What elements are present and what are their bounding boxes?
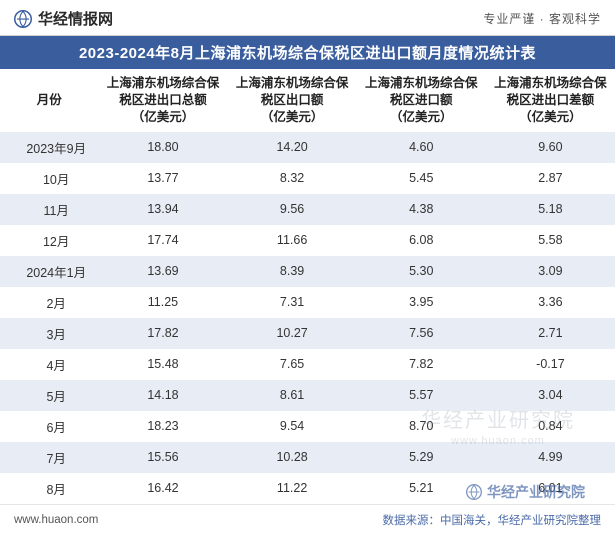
page-title: 2023-2024年8月上海浦东机场综合保税区进出口额月度情况统计表 xyxy=(0,36,615,69)
cell-import: 4.60 xyxy=(357,132,486,163)
cell-diff: 6.01 xyxy=(486,473,615,504)
cell-diff: 3.04 xyxy=(486,380,615,411)
data-table: 月份 上海浦东机场综合保税区进出口总额（亿美元） 上海浦东机场综合保税区出口额（… xyxy=(0,69,615,504)
table-row: 2月11.257.313.953.36 xyxy=(0,287,615,318)
table-row: 10月13.778.325.452.87 xyxy=(0,163,615,194)
cell-month: 8月 xyxy=(0,473,98,504)
cell-import: 7.82 xyxy=(357,349,486,380)
cell-diff: 5.58 xyxy=(486,225,615,256)
cell-export: 11.66 xyxy=(228,225,357,256)
cell-export: 9.56 xyxy=(228,194,357,225)
cell-total: 14.18 xyxy=(98,380,227,411)
table-row: 11月13.949.564.385.18 xyxy=(0,194,615,225)
cell-month: 3月 xyxy=(0,318,98,349)
cell-import: 5.45 xyxy=(357,163,486,194)
table-row: 5月14.188.615.573.04 xyxy=(0,380,615,411)
table-row: 3月17.8210.277.562.71 xyxy=(0,318,615,349)
cell-total: 13.94 xyxy=(98,194,227,225)
cell-import: 8.70 xyxy=(357,411,486,442)
cell-export: 7.65 xyxy=(228,349,357,380)
table-row: 6月18.239.548.700.84 xyxy=(0,411,615,442)
table-header-row: 月份 上海浦东机场综合保税区进出口总额（亿美元） 上海浦东机场综合保税区出口额（… xyxy=(0,69,615,132)
cell-total: 18.23 xyxy=(98,411,227,442)
brand-logo-icon xyxy=(14,10,32,28)
cell-import: 5.57 xyxy=(357,380,486,411)
table-row: 7月15.5610.285.294.99 xyxy=(0,442,615,473)
table-row: 2023年9月18.8014.204.609.60 xyxy=(0,132,615,163)
cell-total: 17.82 xyxy=(98,318,227,349)
cell-import: 6.08 xyxy=(357,225,486,256)
brand-text: 华经情报网 xyxy=(38,8,113,29)
cell-export: 8.61 xyxy=(228,380,357,411)
col-header-total: 上海浦东机场综合保税区进出口总额（亿美元） xyxy=(98,69,227,132)
cell-diff: 0.84 xyxy=(486,411,615,442)
cell-diff: 5.18 xyxy=(486,194,615,225)
col-header-import: 上海浦东机场综合保税区进口额（亿美元） xyxy=(357,69,486,132)
col-header-export: 上海浦东机场综合保税区出口额（亿美元） xyxy=(228,69,357,132)
footer-url: www.huaon.com xyxy=(14,514,98,526)
cell-month: 6月 xyxy=(0,411,98,442)
cell-month: 2023年9月 xyxy=(0,132,98,163)
cell-import: 5.30 xyxy=(357,256,486,287)
cell-diff: 9.60 xyxy=(486,132,615,163)
cell-diff: 3.09 xyxy=(486,256,615,287)
cell-total: 11.25 xyxy=(98,287,227,318)
cell-diff: 3.36 xyxy=(486,287,615,318)
cell-import: 3.95 xyxy=(357,287,486,318)
cell-month: 12月 xyxy=(0,225,98,256)
cell-total: 13.77 xyxy=(98,163,227,194)
slogan: 专业严谨 · 客观科学 xyxy=(483,10,601,27)
footer-bar: www.huaon.com 数据来源：中国海关，华经产业研究院整理 xyxy=(0,504,615,534)
cell-import: 4.38 xyxy=(357,194,486,225)
table-row: 4月15.487.657.82-0.17 xyxy=(0,349,615,380)
cell-diff: -0.17 xyxy=(486,349,615,380)
brand: 华经情报网 xyxy=(14,8,113,29)
cell-export: 8.39 xyxy=(228,256,357,287)
cell-diff: 4.99 xyxy=(486,442,615,473)
table-row: 12月17.7411.666.085.58 xyxy=(0,225,615,256)
header-bar: 华经情报网 专业严谨 · 客观科学 xyxy=(0,0,615,36)
cell-total: 18.80 xyxy=(98,132,227,163)
cell-month: 2024年1月 xyxy=(0,256,98,287)
cell-export: 8.32 xyxy=(228,163,357,194)
table-row: 2024年1月13.698.395.303.09 xyxy=(0,256,615,287)
cell-export: 10.28 xyxy=(228,442,357,473)
col-header-month: 月份 xyxy=(0,69,98,132)
cell-import: 5.21 xyxy=(357,473,486,504)
cell-month: 2月 xyxy=(0,287,98,318)
cell-import: 7.56 xyxy=(357,318,486,349)
cell-month: 4月 xyxy=(0,349,98,380)
cell-total: 17.74 xyxy=(98,225,227,256)
table-row: 8月16.4211.225.216.01 xyxy=(0,473,615,504)
cell-total: 13.69 xyxy=(98,256,227,287)
cell-export: 7.31 xyxy=(228,287,357,318)
cell-total: 15.56 xyxy=(98,442,227,473)
cell-export: 14.20 xyxy=(228,132,357,163)
cell-diff: 2.71 xyxy=(486,318,615,349)
cell-month: 10月 xyxy=(0,163,98,194)
cell-month: 11月 xyxy=(0,194,98,225)
col-header-diff: 上海浦东机场综合保税区进出口差额（亿美元） xyxy=(486,69,615,132)
cell-diff: 2.87 xyxy=(486,163,615,194)
cell-month: 7月 xyxy=(0,442,98,473)
cell-export: 9.54 xyxy=(228,411,357,442)
cell-export: 11.22 xyxy=(228,473,357,504)
cell-import: 5.29 xyxy=(357,442,486,473)
cell-month: 5月 xyxy=(0,380,98,411)
cell-total: 15.48 xyxy=(98,349,227,380)
cell-total: 16.42 xyxy=(98,473,227,504)
cell-export: 10.27 xyxy=(228,318,357,349)
footer-source: 数据来源：中国海关，华经产业研究院整理 xyxy=(383,512,602,528)
